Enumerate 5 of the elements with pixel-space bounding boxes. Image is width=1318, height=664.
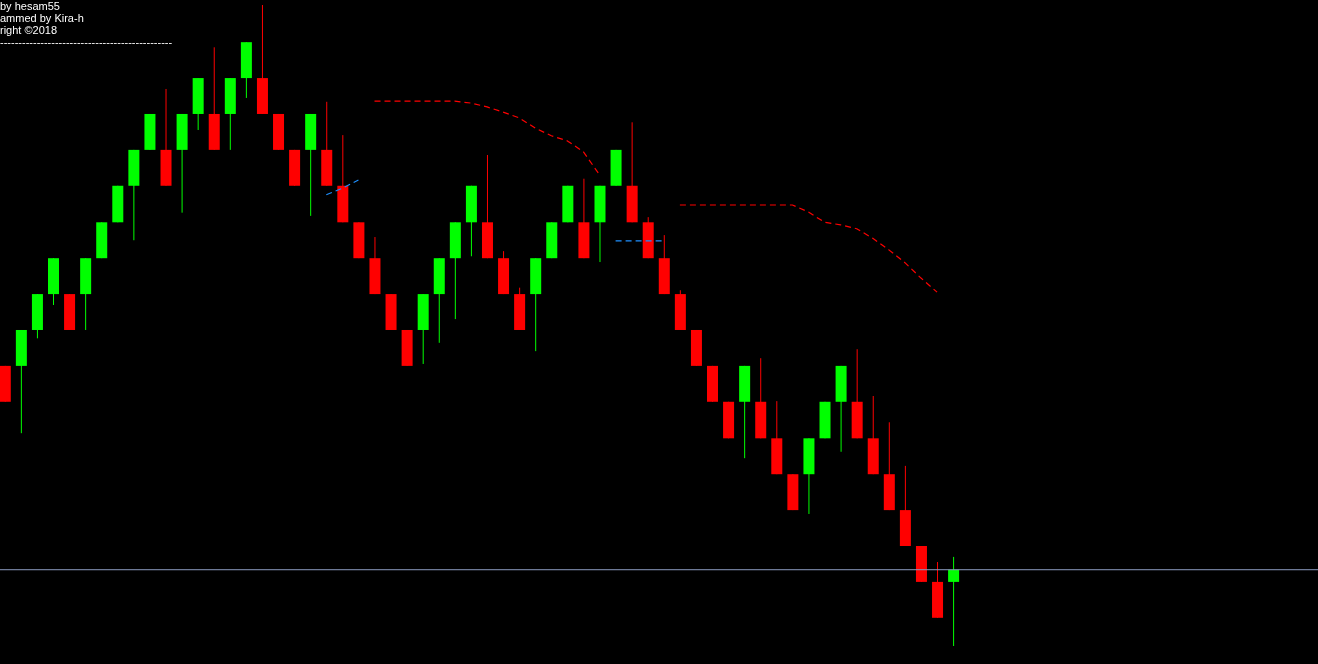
annotation: right ©2018 <box>0 24 59 36</box>
annotation: ammed by Kira-h <box>0 12 85 24</box>
candlestick <box>948 556 960 646</box>
annotation: ----------------------------------------------- <box>0 36 173 48</box>
annotation: by hesam55 <box>0 0 61 12</box>
